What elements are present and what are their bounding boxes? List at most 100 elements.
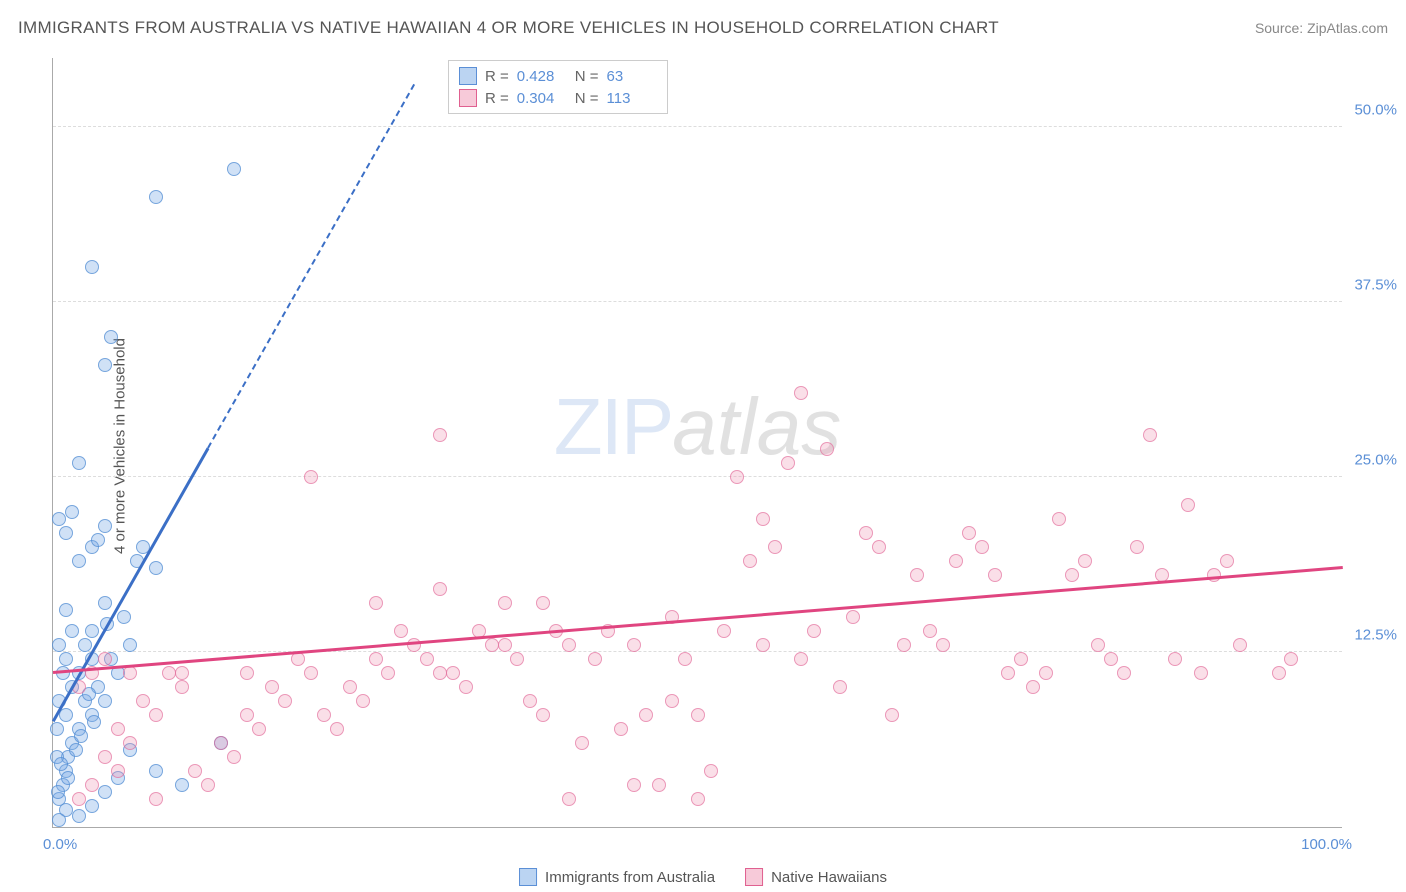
data-point [278, 694, 292, 708]
data-point [1001, 666, 1015, 680]
data-point [768, 540, 782, 554]
data-point [704, 764, 718, 778]
grid-line [53, 651, 1342, 652]
data-point [1143, 428, 1157, 442]
data-point [85, 624, 99, 638]
data-point [1233, 638, 1247, 652]
data-point [59, 708, 73, 722]
data-point [123, 666, 137, 680]
data-point [691, 708, 705, 722]
data-point [975, 540, 989, 554]
data-point [59, 526, 73, 540]
data-point [265, 680, 279, 694]
r-label: R = [485, 90, 509, 107]
grid-line [53, 126, 1342, 127]
data-point [730, 470, 744, 484]
data-point [65, 505, 79, 519]
data-point [846, 610, 860, 624]
data-point [188, 764, 202, 778]
data-point [51, 785, 65, 799]
y-tick-label: 25.0% [1354, 452, 1397, 469]
data-point [691, 792, 705, 806]
data-point [639, 708, 653, 722]
data-point [420, 652, 434, 666]
data-point [1117, 666, 1131, 680]
data-point [1104, 652, 1118, 666]
data-point [962, 526, 976, 540]
data-point [988, 568, 1002, 582]
data-point [98, 358, 112, 372]
data-point [627, 638, 641, 652]
data-point [369, 652, 383, 666]
stats-row-series-2: R = 0.304 N = 113 [459, 87, 657, 109]
swatch-icon [519, 868, 537, 886]
data-point [1014, 652, 1028, 666]
legend-label: Native Hawaiians [771, 869, 887, 886]
data-point [1168, 652, 1182, 666]
data-point [72, 554, 86, 568]
data-point [65, 624, 79, 638]
data-point [1052, 512, 1066, 526]
data-point [756, 512, 770, 526]
data-point [394, 624, 408, 638]
data-point [910, 568, 924, 582]
data-point [369, 596, 383, 610]
data-point [433, 428, 447, 442]
data-point [240, 708, 254, 722]
data-point [872, 540, 886, 554]
data-point [575, 736, 589, 750]
data-point [562, 792, 576, 806]
data-point [149, 561, 163, 575]
data-point [407, 638, 421, 652]
data-point [52, 638, 66, 652]
data-point [98, 694, 112, 708]
r-value: 0.428 [517, 68, 567, 85]
data-point [304, 666, 318, 680]
data-point [627, 778, 641, 792]
data-point [214, 736, 228, 750]
data-point [859, 526, 873, 540]
data-point [485, 638, 499, 652]
data-point [807, 624, 821, 638]
data-point [330, 722, 344, 736]
legend-item-1: Immigrants from Australia [519, 868, 715, 886]
data-point [756, 638, 770, 652]
source-attribution: Source: ZipAtlas.com [1255, 20, 1388, 36]
data-point [52, 813, 66, 827]
data-point [1065, 568, 1079, 582]
data-point [252, 722, 266, 736]
data-point [459, 680, 473, 694]
data-point [123, 638, 137, 652]
data-point [820, 442, 834, 456]
data-point [717, 624, 731, 638]
data-point [240, 666, 254, 680]
data-point [1284, 652, 1298, 666]
data-point [72, 456, 86, 470]
x-tick-label: 100.0% [1301, 836, 1352, 853]
data-point [897, 638, 911, 652]
data-point [562, 638, 576, 652]
data-point [98, 750, 112, 764]
data-point [510, 652, 524, 666]
data-point [381, 666, 395, 680]
data-point [743, 554, 757, 568]
bottom-legend: Immigrants from Australia Native Hawaiia… [519, 868, 887, 886]
y-tick-label: 37.5% [1354, 277, 1397, 294]
n-value: 63 [607, 68, 657, 85]
n-label: N = [575, 90, 599, 107]
data-point [343, 680, 357, 694]
data-point [175, 778, 189, 792]
data-point [614, 722, 628, 736]
swatch-icon [745, 868, 763, 886]
data-point [227, 162, 241, 176]
data-point [446, 666, 460, 680]
data-point [98, 652, 112, 666]
grid-line [53, 476, 1342, 477]
data-point [794, 652, 808, 666]
trend-line [207, 84, 415, 449]
data-point [665, 694, 679, 708]
legend-item-2: Native Hawaiians [745, 868, 887, 886]
data-point [162, 666, 176, 680]
data-point [136, 694, 150, 708]
data-point [1039, 666, 1053, 680]
